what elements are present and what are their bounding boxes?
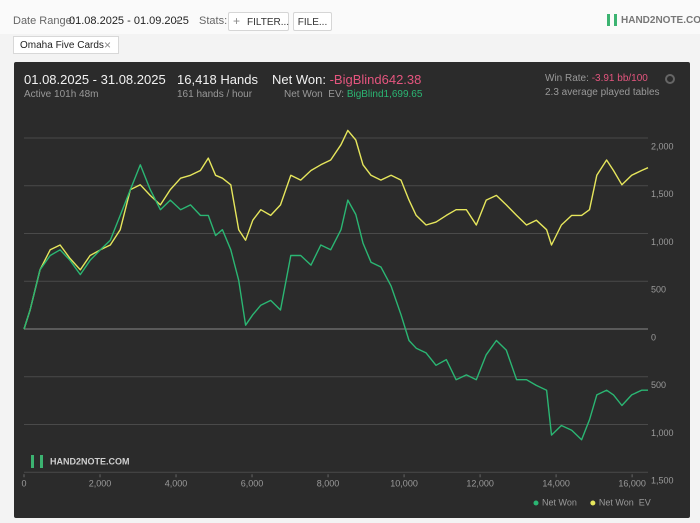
hands-per-hour: 161 hands / hour	[177, 89, 253, 100]
hands: 16,418 Hands	[177, 72, 258, 87]
y-tick-label: 0	[651, 332, 656, 342]
series-line	[23, 164, 648, 441]
toolbar	[0, 0, 700, 34]
y-tick-label: 1,000	[651, 237, 674, 247]
x-tick-label: 6,000	[241, 479, 264, 489]
x-tick-label: 12,000	[466, 479, 494, 489]
x-tick-label: 14,000	[542, 479, 570, 489]
logo-icon	[607, 14, 617, 26]
x-tick-label: 4,000	[165, 479, 188, 489]
watermark-icon	[40, 455, 43, 468]
dropdown-caret[interactable]	[175, 20, 181, 24]
date-range[interactable]: 01.08.2025 - 01.09.2025	[69, 15, 189, 27]
x-tick-label: 8,000	[317, 479, 340, 489]
y-tick-label: 1,500	[651, 476, 674, 486]
logo: HAND2NOTE.COM	[621, 15, 700, 26]
y-tick-label: 1,500	[651, 189, 674, 199]
filter-button[interactable]: FILTER...	[228, 12, 289, 31]
net-won-row: Net Won: -BigBlind642.38	[272, 72, 421, 87]
series-line	[23, 129, 649, 330]
tab-label: Omaha Five Cards	[20, 40, 104, 51]
y-tick-label: 2,000	[651, 141, 674, 151]
stats-label: Stats:	[199, 15, 228, 27]
tab[interactable]	[13, 36, 119, 54]
net-won-ev: BigBlind1,699.65	[346, 89, 423, 100]
date-range-label: Date Range:	[13, 15, 75, 27]
net-won-ev-row: Net Won EV: BigBlind1,699.65	[284, 89, 422, 100]
net-won-label: Net Won:	[272, 72, 326, 87]
file-button[interactable]: FILE...	[293, 12, 332, 31]
period: 01.08.2025 - 31.08.2025	[24, 72, 166, 87]
x-tick-label: 2,000	[89, 479, 112, 489]
win-rate-row: Win Rate: -3.91 bb/100	[545, 73, 648, 84]
net-won-ev-label: Net Won EV:	[284, 89, 345, 100]
legend-label: Net Won EV	[599, 497, 651, 507]
y-tick-label: 500	[651, 285, 666, 295]
x-tick-label: 10,000	[390, 479, 418, 489]
legend-label: Net Won	[542, 497, 577, 507]
file-button-text: FILE...	[297, 17, 328, 28]
win-rate-label: Win Rate:	[545, 73, 589, 84]
watermark: HAND2NOTE.COM	[50, 456, 130, 466]
plus-icon: +	[233, 14, 241, 28]
y-tick-label: 500	[651, 380, 666, 390]
y-tick-label: 1,000	[651, 428, 674, 438]
tab-close[interactable]: ×	[104, 38, 112, 52]
legend-swatch	[590, 500, 596, 506]
watermark-icon	[31, 455, 34, 468]
net-won: -BigBlind642.38	[329, 72, 422, 87]
tables: 2.3 average played tables	[545, 87, 660, 98]
x-tick-label: 0	[21, 479, 26, 489]
x-tick-label: 16,000	[618, 479, 646, 489]
settings-icon[interactable]	[665, 74, 675, 84]
active-time: Active 101h 48m	[24, 89, 99, 100]
legend-swatch	[533, 500, 539, 506]
win-rate: -3.91 bb/100	[591, 73, 648, 84]
filter-button-text: FILTER...	[247, 17, 290, 28]
